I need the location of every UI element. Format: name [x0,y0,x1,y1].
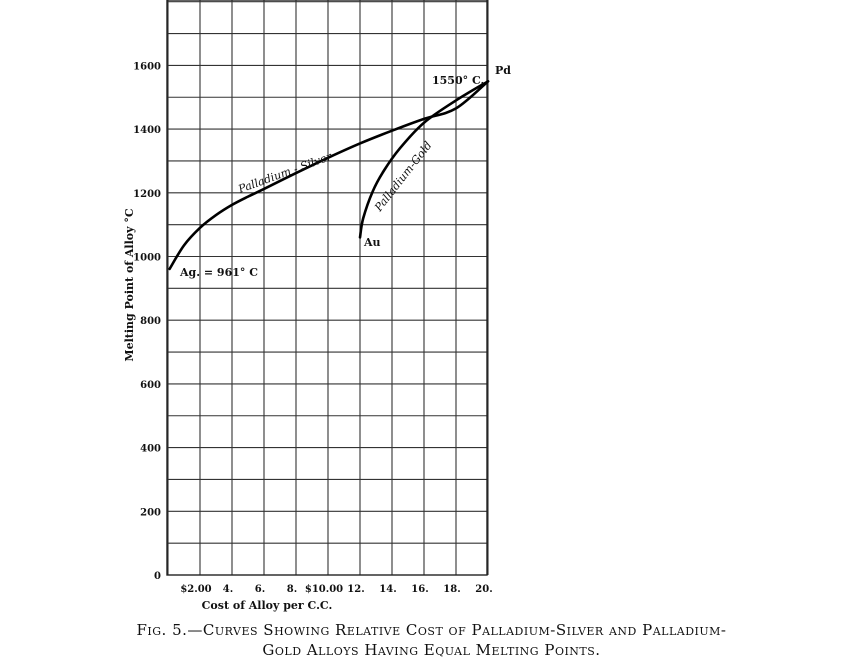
annotation-au: Au [363,236,381,249]
figure-caption-line-2: Gold Alloys Having Equal Melting Points. [262,641,601,659]
y-tick-label: 400 [140,444,161,455]
x-tick-label: 16. [411,584,428,595]
y-tick-label: 600 [140,380,161,391]
x-tick-label: 18. [443,584,460,595]
plot-frame [166,0,488,576]
x-tick-label: $2.00 [180,584,211,595]
y-tick-label: 1600 [133,61,161,72]
y-tick-label: 1400 [133,125,161,136]
y-tick-label: 1200 [133,189,161,200]
annotation-ag: Ag. = 961° C [179,266,258,279]
annotation-pd: Pd [495,64,511,77]
x-tick-label: 8. [287,584,297,595]
y-tick-label: 1000 [133,253,161,264]
y-axis-label: Melting Point of Alloy °C [123,208,136,361]
grid [166,0,489,576]
y-tick-label: 200 [140,507,161,518]
y-tick-label: 800 [140,316,161,327]
x-tick-label: 4. [223,584,233,595]
series-line-palladium-gold [358,80,490,239]
x-tick-label: 6. [255,584,265,595]
series-label-palladium-silver: Palladium - Silver [236,150,335,196]
series [168,80,490,271]
series-line-palladium-silver [168,80,490,271]
x-tick-label: 20. [475,584,492,595]
y-tick-label: 0 [154,571,161,582]
annotation-1550: 1550° C. [432,74,484,87]
x-tick-label: $10.00 [305,584,343,595]
x-tick-label: 12. [347,584,364,595]
x-tick-label: 14. [379,584,396,595]
ticks: 0 200 400 600 800 1000 1200 1400 1600 $2.00 4. 6. 8.… [133,61,493,595]
x-axis-label: Cost of Alloy per C.C. [202,599,333,612]
figure-caption-line-1: Fig. 5.—Curves Showing Relative Cost of … [136,621,727,639]
